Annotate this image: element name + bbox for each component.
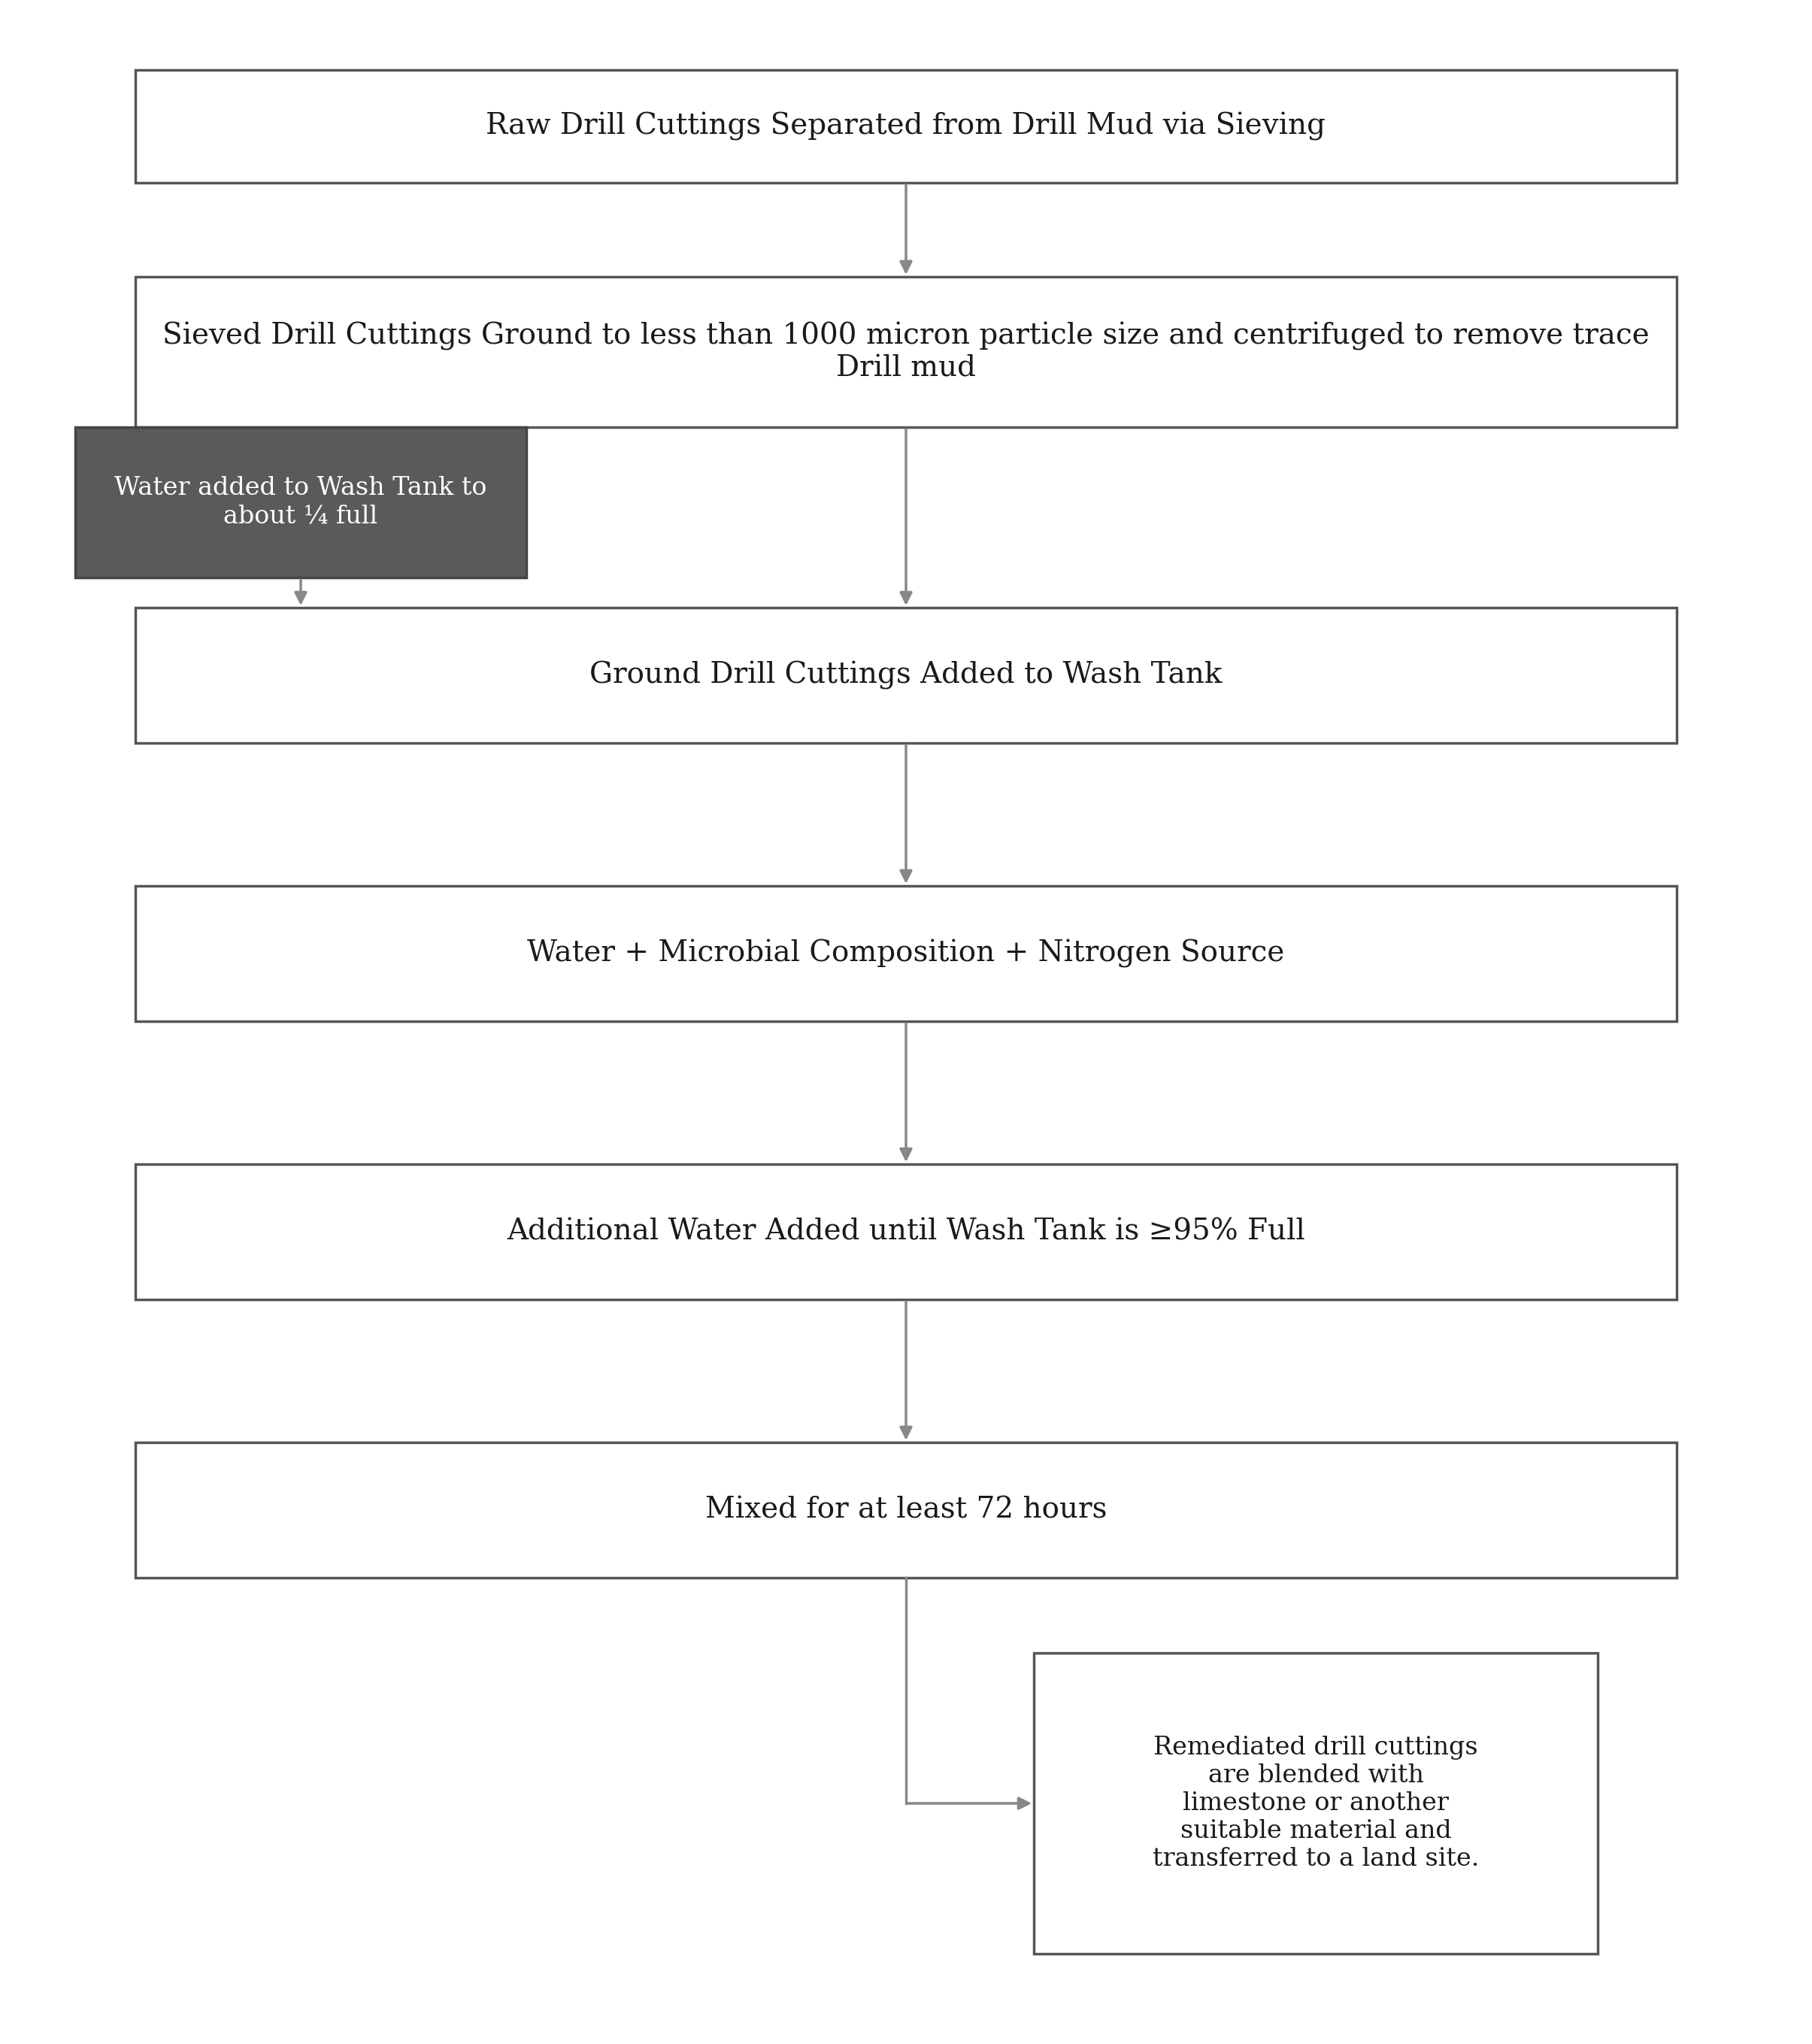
Bar bbox=[74, 427, 525, 578]
Bar bbox=[136, 69, 1676, 182]
Text: Mixed for at least 72 hours: Mixed for at least 72 hours bbox=[705, 1496, 1107, 1525]
Text: Water + Microbial Composition + Nitrogen Source: Water + Microbial Composition + Nitrogen… bbox=[527, 940, 1285, 969]
Text: Ground Drill Cuttings Added to Wash Tank: Ground Drill Cuttings Added to Wash Tank bbox=[589, 660, 1223, 689]
Bar bbox=[1035, 1654, 1598, 1954]
Bar bbox=[136, 607, 1676, 744]
Text: Additional Water Added until Wash Tank is ≥95% Full: Additional Water Added until Wash Tank i… bbox=[507, 1218, 1305, 1245]
Bar bbox=[136, 1165, 1676, 1300]
Bar bbox=[136, 1443, 1676, 1578]
Text: Sieved Drill Cuttings Ground to less than 1000 micron particle size and centrifu: Sieved Drill Cuttings Ground to less tha… bbox=[163, 321, 1649, 382]
Bar bbox=[136, 276, 1676, 427]
Text: Water added to Wash Tank to
about ¼ full: Water added to Wash Tank to about ¼ full bbox=[114, 476, 487, 527]
Bar bbox=[136, 885, 1676, 1022]
Text: Raw Drill Cuttings Separated from Drill Mud via Sieving: Raw Drill Cuttings Separated from Drill … bbox=[486, 112, 1326, 141]
Text: Remediated drill cuttings
are blended with
limestone or another
suitable materia: Remediated drill cuttings are blended wi… bbox=[1152, 1735, 1479, 1870]
